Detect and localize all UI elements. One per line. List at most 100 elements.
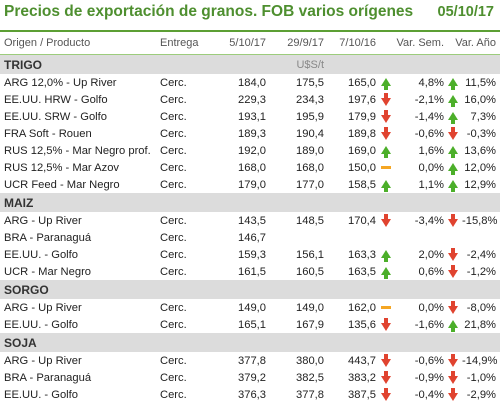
yearly-trend-indicator xyxy=(444,159,462,176)
price-year-ago: 162,0 xyxy=(348,301,376,314)
weekly-trend-indicator xyxy=(376,74,396,91)
yearly-change: -15,8% xyxy=(462,214,498,227)
price-year-ago: 169,0 xyxy=(348,144,376,157)
price-week-ago: 189,0 xyxy=(296,144,324,157)
product-name: BRA - Paranaguá xyxy=(4,231,92,244)
price-current: 159,3 xyxy=(238,248,266,261)
section-spacer xyxy=(218,280,500,299)
column-header-d1: 5/10/17 xyxy=(218,32,266,55)
price-year-ago: 179,9 xyxy=(348,110,376,123)
delivery-term: Cerc. xyxy=(160,231,187,244)
price-current: 168,0 xyxy=(238,161,266,174)
yearly-trend-indicator xyxy=(444,212,462,229)
yearly-trend-indicator xyxy=(444,74,462,91)
product-name: EE.UU. - Golfo xyxy=(4,318,78,331)
price-year-ago: 383,2 xyxy=(348,371,376,384)
delivery-term: Cerc. xyxy=(160,214,187,227)
down-arrow-icon xyxy=(381,126,391,140)
section-spacer xyxy=(160,54,218,74)
product-name: EE.UU. - Golfo xyxy=(4,248,78,261)
price-current: 189,3 xyxy=(238,127,266,140)
delivery-term: Cerc. xyxy=(160,354,187,367)
price-year-ago: 158,5 xyxy=(348,178,376,191)
price-week-ago: 177,0 xyxy=(296,178,324,191)
price-year-ago: 197,6 xyxy=(348,93,376,106)
weekly-change: -3,4% xyxy=(414,214,444,227)
price-week-ago: 380,0 xyxy=(296,354,324,367)
yearly-trend-indicator xyxy=(444,386,462,403)
up-arrow-icon xyxy=(448,77,458,90)
product-name: ARG - Up River xyxy=(4,301,82,314)
yearly-trend-indicator xyxy=(444,125,462,142)
column-header-varsem: Var. Sem. xyxy=(396,32,444,55)
column-header-row: Origen / Producto Entrega 5/10/17 29/9/1… xyxy=(0,32,500,55)
weekly-change: -1,6% xyxy=(414,318,444,331)
delivery-term: Cerc. xyxy=(160,110,187,123)
yearly-change xyxy=(462,229,500,246)
table-row: UCR - Mar Negro Cerc. 161,5 160,5 163,5 0,6% -… xyxy=(0,263,500,280)
price-week-ago: 148,5 xyxy=(296,214,324,227)
price-year-ago: 135,6 xyxy=(348,318,376,331)
down-arrow-icon xyxy=(448,264,458,278)
table-row: EE.UU. - Golfo Cerc. 165,1 167,9 135,6 -1,6% 2… xyxy=(0,316,500,333)
table-row: ARG - Up River Cerc. 149,0 149,0 162,0 0,0% -8… xyxy=(0,299,500,316)
price-week-ago: 195,9 xyxy=(296,110,324,123)
yearly-change: -0,3% xyxy=(466,127,496,140)
yearly-trend-indicator xyxy=(444,91,462,108)
delivery-term: Cerc. xyxy=(160,178,187,191)
price-week-ago: 234,3 xyxy=(296,93,324,106)
weekly-change: 0,0% xyxy=(418,161,445,174)
weekly-change xyxy=(396,229,444,246)
down-arrow-icon xyxy=(381,213,391,227)
section-header-row: SORGO xyxy=(0,280,500,299)
up-arrow-icon xyxy=(448,162,458,175)
section-header-row: MAIZ xyxy=(0,193,500,212)
weekly-trend-indicator xyxy=(376,91,396,108)
price-year-ago: 443,7 xyxy=(348,354,376,367)
delivery-term: Cerc. xyxy=(160,248,187,261)
weekly-change: -0,6% xyxy=(414,127,444,140)
price-current: 229,3 xyxy=(238,93,266,106)
price-week-ago xyxy=(266,229,324,246)
delivery-term: Cerc. xyxy=(160,76,187,89)
yearly-change: -14,9% xyxy=(462,354,498,367)
down-arrow-icon xyxy=(448,126,458,140)
column-header-varanio: Var. Año xyxy=(444,32,500,55)
delivery-term: Cerc. xyxy=(160,371,187,384)
up-arrow-icon xyxy=(448,145,458,158)
up-arrow-icon xyxy=(381,266,391,279)
price-current: 179,0 xyxy=(238,178,266,191)
down-arrow-icon xyxy=(381,353,391,367)
weekly-trend-indicator xyxy=(376,316,396,333)
yearly-trend-indicator xyxy=(444,316,462,333)
weekly-change: 0,0% xyxy=(418,301,445,314)
section-spacer xyxy=(160,280,218,299)
price-week-ago: 167,9 xyxy=(296,318,324,331)
weekly-trend-indicator xyxy=(376,125,396,142)
price-year-ago: 163,5 xyxy=(348,265,376,278)
down-arrow-icon xyxy=(381,109,391,123)
weekly-trend-indicator xyxy=(376,246,396,263)
unit-label: U$S/t xyxy=(218,54,324,74)
product-name: UCR Feed - Mar Negro xyxy=(4,178,120,191)
yearly-trend-indicator xyxy=(444,299,462,316)
price-year-ago: 150,0 xyxy=(348,161,376,174)
up-arrow-icon xyxy=(381,145,391,158)
product-name: ARG - Up River xyxy=(4,214,82,227)
section-title: TRIGO xyxy=(0,54,160,74)
weekly-trend-indicator xyxy=(376,229,396,246)
yearly-trend-indicator xyxy=(444,176,462,193)
price-week-ago: 175,5 xyxy=(296,76,324,89)
section-spacer xyxy=(160,333,218,352)
price-week-ago: 377,8 xyxy=(296,388,324,401)
section-title: SOJA xyxy=(0,333,160,352)
price-year-ago: 163,3 xyxy=(348,248,376,261)
product-name: ARG 12,0% - Up River xyxy=(4,76,117,89)
product-name: EE.UU. HRW - Golfo xyxy=(4,93,108,106)
down-arrow-icon xyxy=(448,370,458,384)
table-row: EE.UU. - Golfo Cerc. 376,3 377,8 387,5 -0,4% -… xyxy=(0,386,500,403)
yearly-change: -8,0% xyxy=(466,301,496,314)
section-spacer xyxy=(218,333,500,352)
yearly-change: -1,0% xyxy=(466,371,496,384)
table-row: EE.UU. HRW - Golfo Cerc. 229,3 234,3 197,6 -2… xyxy=(0,91,500,108)
